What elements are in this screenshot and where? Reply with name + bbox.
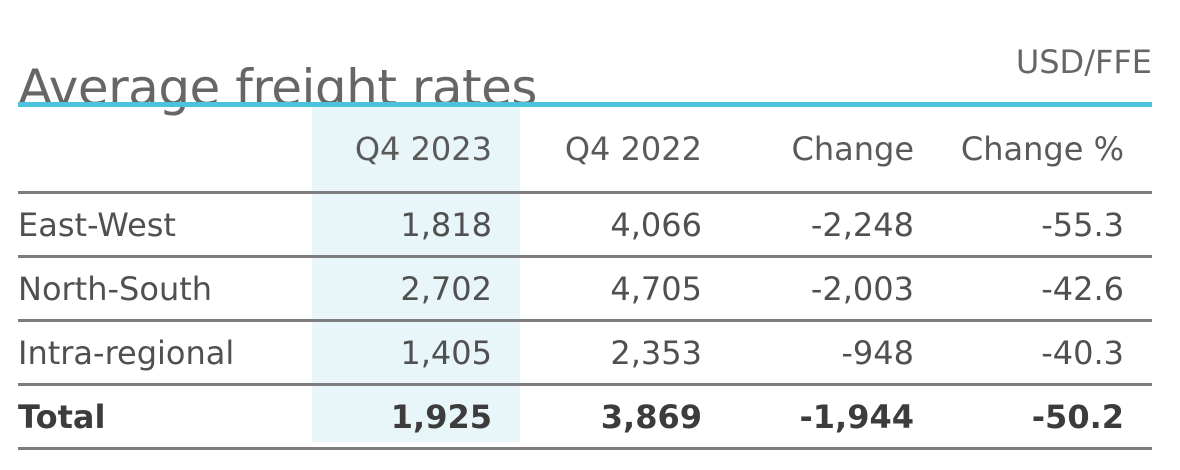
cell-q4-2022: 4,705 [520,256,730,322]
total-label: Total [18,384,312,450]
cell-q4-2023: 2,702 [312,256,520,322]
header-row-label [18,107,312,194]
row-label: East-West [18,192,312,258]
total-change: -1,944 [730,384,942,450]
cell-change-percent: -40.3 [942,320,1152,386]
title-rule [18,102,1152,107]
header-change: Change [730,107,942,194]
header-q4-2022: Q4 2022 [520,107,730,194]
header-change-percent: Change % [942,107,1152,194]
total-q4-2022: 3,869 [520,384,730,450]
cell-q4-2023: 1,405 [312,320,520,386]
freight-rates-table: Q4 2023 Q4 2022 Change Change % East-Wes… [18,107,1152,450]
cell-q4-2022: 2,353 [520,320,730,386]
table-row: East-West 1,818 4,066 -2,248 -55.3 [18,192,1152,258]
header-row: Q4 2023 Q4 2022 Change Change % [18,107,1152,194]
table-row: North-South 2,702 4,705 -2,003 -42.6 [18,256,1152,322]
cell-q4-2023: 1,818 [312,192,520,258]
header-q4-2023: Q4 2023 [312,107,520,194]
unit-label: USD/FFE [1015,43,1152,81]
cell-change: -2,003 [730,256,942,322]
total-row: Total 1,925 3,869 -1,944 -50.2 [18,384,1152,450]
cell-q4-2022: 4,066 [520,192,730,258]
total-change-percent: -50.2 [942,384,1152,450]
cell-change-percent: -55.3 [942,192,1152,258]
row-label: Intra-regional [18,320,312,386]
total-q4-2023: 1,925 [312,384,520,450]
cell-change: -2,248 [730,192,942,258]
cell-change-percent: -42.6 [942,256,1152,322]
table-row: Intra-regional 1,405 2,353 -948 -40.3 [18,320,1152,386]
cell-change: -948 [730,320,942,386]
row-label: North-South [18,256,312,322]
